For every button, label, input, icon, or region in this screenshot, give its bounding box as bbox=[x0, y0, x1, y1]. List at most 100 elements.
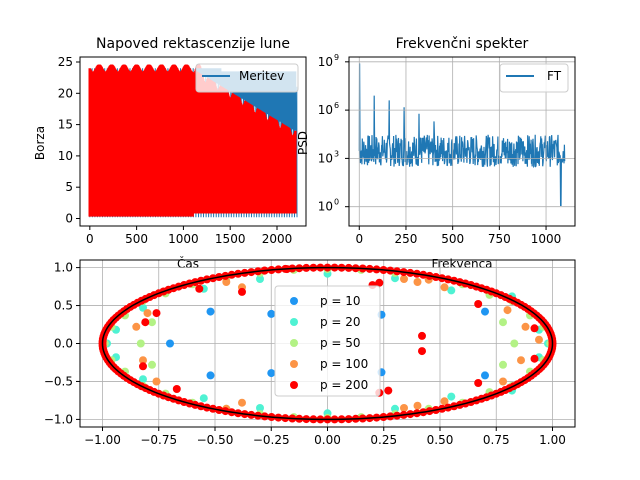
plot1-legend-box bbox=[195, 63, 299, 93]
plot3-point-series-0 bbox=[267, 369, 276, 378]
plot3-xtick-label: 0.75 bbox=[483, 433, 510, 447]
plot3-point-series-4 bbox=[384, 386, 393, 395]
plot3-point-series-1 bbox=[447, 286, 456, 295]
plot1-ytick-label: 10 bbox=[58, 149, 73, 163]
plot3-legend-label-1: p = 20 bbox=[320, 315, 361, 329]
plot3-xtick-label: 1.00 bbox=[539, 433, 566, 447]
plot3-point-series-3 bbox=[440, 397, 449, 406]
plot3-point-series-4 bbox=[195, 284, 204, 293]
plot3-point-series-4 bbox=[418, 331, 426, 340]
plot2-ytick-label: 10 bbox=[318, 103, 333, 117]
plot3-point-series-4 bbox=[530, 324, 539, 333]
plot2-ytick-exponent: 9 bbox=[334, 53, 339, 62]
plot2-ytick-label: 10 bbox=[318, 151, 333, 165]
plot3-point-series-2 bbox=[499, 318, 507, 327]
plot3-point-series-4 bbox=[418, 347, 426, 356]
plot3-point-series-3 bbox=[413, 401, 422, 410]
plot1-xtick-label: 1000 bbox=[168, 232, 199, 246]
plot3-legend-marker-2 bbox=[290, 339, 298, 347]
plot3-xtick-label: −0.25 bbox=[253, 433, 290, 447]
plot3-point-series-3 bbox=[517, 356, 525, 365]
plot2-ytick-exponent: 3 bbox=[334, 149, 339, 158]
plot3-ellipse-line bbox=[101, 266, 554, 421]
plot3-ytick-label: 0.0 bbox=[54, 337, 73, 351]
plot3-point-series-3 bbox=[400, 404, 408, 412]
plot3-point-series-3 bbox=[152, 377, 161, 386]
plot3-legend: p = 10 p = 20 p = 50 p = 100 p = 200 bbox=[274, 285, 381, 397]
plot3-legend-marker-0 bbox=[290, 297, 298, 305]
plot3-point-series-1 bbox=[139, 303, 147, 312]
plot1-xtick-label: 2000 bbox=[262, 232, 293, 246]
plot3-point-series-4 bbox=[139, 362, 147, 371]
plot2-ytick-exponent: 0 bbox=[334, 198, 339, 207]
plot3-point-series-2 bbox=[148, 360, 156, 369]
plot3-point-series-3 bbox=[143, 309, 152, 318]
plot3-point-series-3 bbox=[503, 306, 512, 315]
plot3-point-series-1 bbox=[139, 375, 147, 384]
ellipse-scatter-plot: −1.00 −0.75 −0.50 −0.25 0.00 0.25 0.50 0.75 1.00… bbox=[44, 259, 576, 447]
plot1-xlabel: Čas bbox=[177, 256, 199, 271]
plot3-point-series-4 bbox=[238, 287, 246, 296]
plot3-ytick-label: −0.5 bbox=[44, 374, 73, 388]
plot3-point-series-3 bbox=[139, 356, 147, 365]
plot3-legend-marker-4 bbox=[290, 381, 298, 389]
plot3-legend-marker-1 bbox=[290, 318, 298, 326]
plot1-ytick-label: 25 bbox=[58, 55, 73, 69]
plot3-ytick-label: 0.5 bbox=[54, 299, 73, 313]
plot1-title: Napoved rektascenzije lune bbox=[96, 36, 290, 52]
plot3-xtick-label: −1.00 bbox=[84, 433, 121, 447]
plot3-point-series-4 bbox=[141, 318, 150, 327]
plot3-point-series-4 bbox=[474, 379, 483, 387]
plot3-point-series-1 bbox=[256, 404, 264, 412]
plot3-point-series-3 bbox=[238, 398, 246, 407]
plot2-ytick-label: 10 bbox=[318, 55, 333, 69]
plot3-ytick-label: −1.0 bbox=[44, 412, 73, 426]
plot1-series-forecast-line bbox=[88, 64, 297, 217]
plot3-legend-label-4: p = 200 bbox=[320, 378, 368, 392]
plot3-point-series-2 bbox=[499, 360, 507, 369]
plot3-point-series-1 bbox=[447, 392, 456, 401]
plot3-point-series-3 bbox=[521, 322, 530, 331]
plot2-xtick-label: 1000 bbox=[531, 232, 562, 246]
plot2-xtick-label: 250 bbox=[395, 232, 418, 246]
plot2-legend-label-ft: FT bbox=[547, 69, 562, 83]
plot3-legend-marker-3 bbox=[290, 360, 298, 368]
plot3-point-series-0 bbox=[481, 371, 489, 380]
plot2-legend: FT bbox=[499, 63, 569, 93]
plot3-legend-box bbox=[274, 285, 381, 397]
plot3-point-series-4 bbox=[152, 309, 161, 318]
plot3-point-series-3 bbox=[499, 377, 507, 386]
plot1-xtick-label: 1500 bbox=[215, 232, 246, 246]
plot1-xtick-label: 0 bbox=[86, 232, 94, 246]
plot1-ytick-label: 20 bbox=[58, 86, 73, 100]
frequency-spectrum-plot: Frekvenčni spekter Frekvenca PSD 0 250 500… bbox=[296, 36, 576, 271]
plot2-ytick-exponent: 6 bbox=[334, 101, 339, 110]
plot3-xtick-label: −0.75 bbox=[140, 433, 177, 447]
plot3-point-series-2 bbox=[136, 339, 145, 348]
plot2-xlabel: Frekvenca bbox=[431, 257, 492, 271]
plot3-point-series-0 bbox=[166, 339, 174, 348]
plot1-ytick-label: 15 bbox=[58, 118, 73, 132]
plot3-legend-label-0: p = 10 bbox=[320, 294, 361, 308]
plot1-ytick-label: 0 bbox=[65, 211, 73, 225]
plot3-xtick-label: 0.00 bbox=[314, 433, 341, 447]
plot3-point-series-2 bbox=[148, 318, 156, 327]
plot3-point-series-2 bbox=[510, 339, 519, 348]
plot3-point-series-4 bbox=[474, 300, 483, 308]
plot3-point-series-3 bbox=[535, 335, 543, 344]
plot3-ytick-label: 1.0 bbox=[54, 261, 73, 275]
plot2-xtick-label: 750 bbox=[488, 232, 511, 246]
plot1-ytick-label: 5 bbox=[65, 180, 73, 194]
plot2-xtick-label: 0 bbox=[355, 232, 363, 246]
plot3-axes: −1.00 −0.75 −0.50 −0.25 0.00 0.25 0.50 0.75 1.00… bbox=[44, 259, 576, 447]
plot3-point-series-3 bbox=[413, 278, 422, 286]
plot3-point-series-3 bbox=[222, 278, 231, 286]
plot3-point-series-0 bbox=[481, 307, 489, 316]
plot3-point-series-4 bbox=[172, 385, 181, 393]
plot3-xtick-label: −0.50 bbox=[197, 433, 234, 447]
plot1-frame bbox=[79, 56, 307, 227]
plot2-title: Frekvenčni spekter bbox=[396, 36, 529, 52]
plot1-legend: Meritev bbox=[195, 63, 299, 93]
